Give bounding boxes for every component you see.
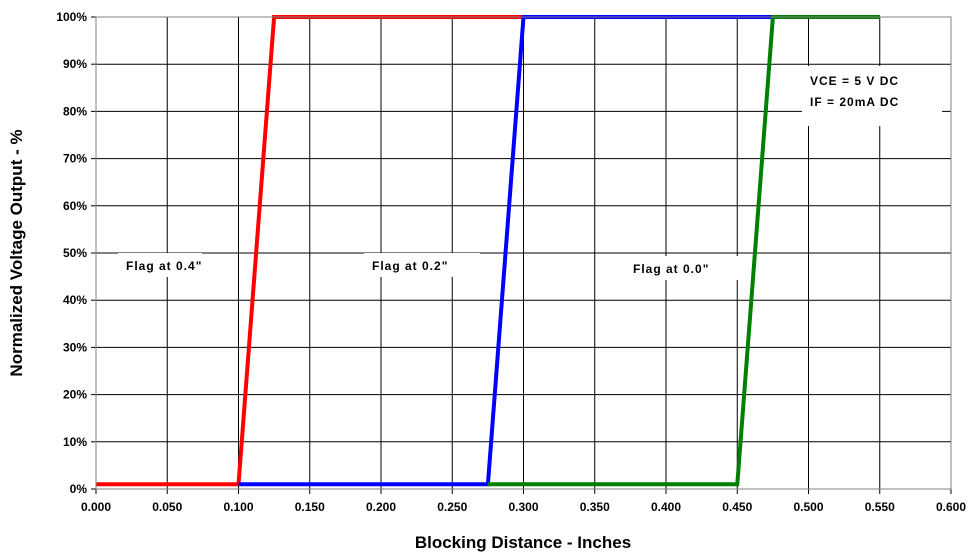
plot-border <box>95 16 952 490</box>
series-label-red-text: Flag at 0.4" <box>126 259 202 273</box>
x-tick-labels: 0.000 0.050 0.100 0.150 0.200 0.250 0.300 0.350… <box>81 500 966 514</box>
y-tick-label: 40% <box>63 293 87 307</box>
x-tick-label: 0.050 <box>152 500 182 514</box>
x-tick-label: 0.150 <box>295 500 325 514</box>
x-tick-label: 0.400 <box>651 500 681 514</box>
series-label-blue-text: Flag at 0.2" <box>372 259 448 273</box>
x-tick-label: 0.250 <box>437 500 467 514</box>
y-tick-labels: 0% 10% 20% 30% 40% 50% 60% 70% 80% 90% 100% <box>56 10 87 496</box>
x-tick-label: 0.450 <box>722 500 752 514</box>
conditions-annotation: VCE = 5 V DC IF = 20mA DC <box>802 66 942 126</box>
y-axis-title: Normalized Voltage Output - % <box>7 129 26 376</box>
y-tick-label: 80% <box>63 104 87 118</box>
x-tick-label: 0.000 <box>81 500 111 514</box>
conditions-line-2: IF = 20mA DC <box>810 95 899 109</box>
y-tick-label: 70% <box>63 152 87 166</box>
x-tick-label: 0.550 <box>865 500 895 514</box>
series-label-green-text: Flag at 0.0" <box>633 262 709 276</box>
x-tick-label: 0.200 <box>366 500 396 514</box>
y-tick-label: 90% <box>63 57 87 71</box>
y-tick-label: 30% <box>63 340 87 354</box>
x-axis-title: Blocking Distance - Inches <box>415 533 631 552</box>
series-label-blue: Flag at 0.2" <box>364 253 480 277</box>
conditions-line-1: VCE = 5 V DC <box>810 74 899 88</box>
y-tick-label: 0% <box>70 482 88 496</box>
x-tick-label: 0.600 <box>936 500 966 514</box>
y-tick-label: 100% <box>56 10 87 24</box>
y-tick-label: 20% <box>63 388 87 402</box>
y-tick-label: 10% <box>63 435 87 449</box>
y-tick-label: 50% <box>63 246 87 260</box>
series-label-red: Flag at 0.4" <box>118 253 202 277</box>
x-tick-label: 0.500 <box>793 500 823 514</box>
x-tick-label: 0.350 <box>580 500 610 514</box>
x-tick-label: 0.300 <box>508 500 538 514</box>
x-tick-label: 0.100 <box>223 500 253 514</box>
series-label-green: Flag at 0.0" <box>622 256 748 280</box>
y-tick-label: 60% <box>63 199 87 213</box>
